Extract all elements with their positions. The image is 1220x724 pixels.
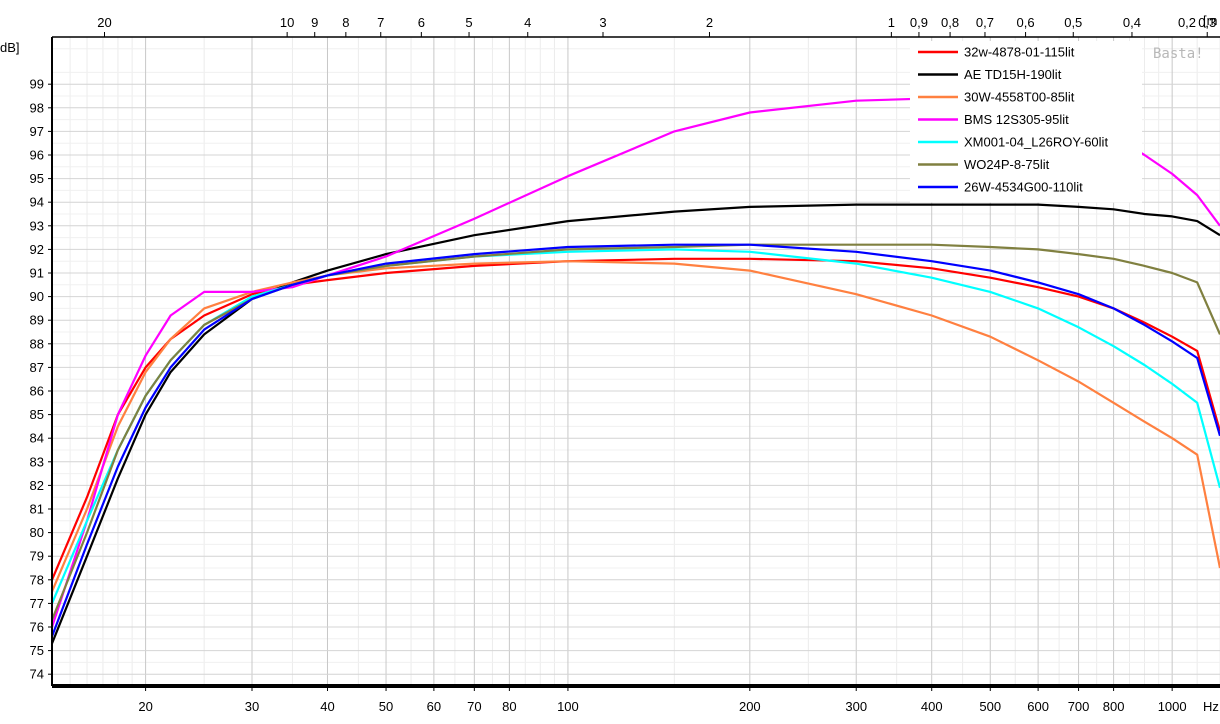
minor-grid — [52, 37, 1220, 686]
y-tick-label: 88 — [30, 336, 44, 351]
x-tick-label: 600 — [1027, 699, 1049, 714]
top-tick-label: 3 — [599, 15, 606, 30]
legend-entry-label: AE TD15H-190lit — [964, 67, 1062, 82]
series-line — [52, 243, 1220, 621]
y-tick-label: 80 — [30, 525, 44, 540]
x-tick-label: 50 — [379, 699, 393, 714]
top-tick-label: 20 — [97, 15, 111, 30]
y-tick-label: 89 — [30, 313, 44, 328]
x-tick-label: 500 — [979, 699, 1001, 714]
top-tick-label: 1 — [888, 15, 895, 30]
series-line — [52, 203, 1220, 644]
x-tick-label: 200 — [739, 699, 761, 714]
y-tick-label: 99 — [30, 77, 44, 92]
y-tick-label: 82 — [30, 478, 44, 493]
y-tick-label: 96 — [30, 148, 44, 163]
y-tick-label: 78 — [30, 572, 44, 587]
x-tick-label: 700 — [1068, 699, 1090, 714]
x-tick-label: 20 — [138, 699, 152, 714]
x-tick-label: 1000 — [1158, 699, 1187, 714]
y-tick-label: 97 — [30, 124, 44, 139]
x-tick-label: 300 — [845, 699, 867, 714]
x-tick-label: 80 — [502, 699, 516, 714]
y-tick-label: 81 — [30, 502, 44, 517]
top-tick-label: 9 — [311, 15, 318, 30]
top-tick-label: 4 — [524, 15, 531, 30]
x-tick-label: 70 — [467, 699, 481, 714]
legend-entry-label: 26W-4534G00-110lit — [964, 180, 1083, 195]
top-tick-label: 0,6 — [1017, 15, 1035, 30]
y-tick-label: 77 — [30, 596, 44, 611]
y-tick-label: 75 — [30, 643, 44, 658]
response-curves — [52, 97, 1220, 644]
top-tick-label: 0,4 — [1123, 15, 1141, 30]
legend-entry-label: 32w-4878-01-115lit — [964, 45, 1075, 60]
x-tick-label: 40 — [320, 699, 334, 714]
top-tick-label: 0,5 — [1064, 15, 1082, 30]
top-tick-label: 8 — [342, 15, 349, 30]
legend-entry-label: BMS 12S305-95lit — [964, 112, 1069, 127]
series-line — [52, 260, 1220, 593]
top-tick-label: 7 — [377, 15, 384, 30]
y-tick-label: 83 — [30, 454, 44, 469]
top-tick-label: 0,8 — [941, 15, 959, 30]
y-tick-label: 84 — [30, 431, 44, 446]
y-tick-label: 92 — [30, 242, 44, 257]
top-tick-label: 2 — [706, 15, 713, 30]
y-tick-label: 79 — [30, 549, 44, 564]
y-tick-label: 87 — [30, 360, 44, 375]
x-tick-label: 30 — [245, 699, 259, 714]
top-tick-label: 6 — [418, 15, 425, 30]
y-tick-label: 86 — [30, 384, 44, 399]
y-tick-label: 76 — [30, 620, 44, 635]
top-tick-label: 0,2 — [1178, 15, 1196, 30]
legend-box — [910, 41, 1142, 203]
top-axis-unit-label: [m — [1203, 13, 1217, 28]
top-tick-label: 0,7 — [976, 15, 994, 30]
top-tick-label: 0,9 — [910, 15, 928, 30]
legend: 32w-4878-01-115lit AE TD15H-190lit 30W-455… — [910, 41, 1142, 203]
legend-entry-label: 30W-4558T00-85lit — [964, 90, 1075, 105]
y-tick-label: 74 — [30, 667, 44, 682]
y-tick-label: 95 — [30, 171, 44, 186]
top-tick-label: 0,3 — [1198, 15, 1216, 30]
top-tick-label: 5 — [465, 15, 472, 30]
watermark: Basta! — [1153, 46, 1204, 62]
legend-entry-label: WO24P-8-75lit — [964, 157, 1050, 172]
y-tick-label: 91 — [30, 266, 44, 281]
x-tick-label: 100 — [557, 699, 579, 714]
legend-entry-label: XM001-04_L26ROY-60lit — [964, 135, 1108, 150]
x-tick-label: 800 — [1103, 699, 1125, 714]
top-tick-label: 10 — [280, 15, 294, 30]
y-tick-label: 90 — [30, 289, 44, 304]
x-tick-label: 400 — [921, 699, 943, 714]
y-tick-label: 85 — [30, 407, 44, 422]
axes: 7475767778798081828384858687888990919293… — [30, 15, 1220, 714]
x-tick-label: 60 — [427, 699, 441, 714]
y-tick-label: 94 — [30, 195, 44, 210]
series-line — [52, 243, 1220, 637]
y-tick-label: 93 — [30, 218, 44, 233]
y-tick-label: 98 — [30, 100, 44, 115]
y-axis-unit-label: dB] — [0, 40, 20, 55]
x-axis-unit-label: Hz — [1203, 699, 1219, 714]
